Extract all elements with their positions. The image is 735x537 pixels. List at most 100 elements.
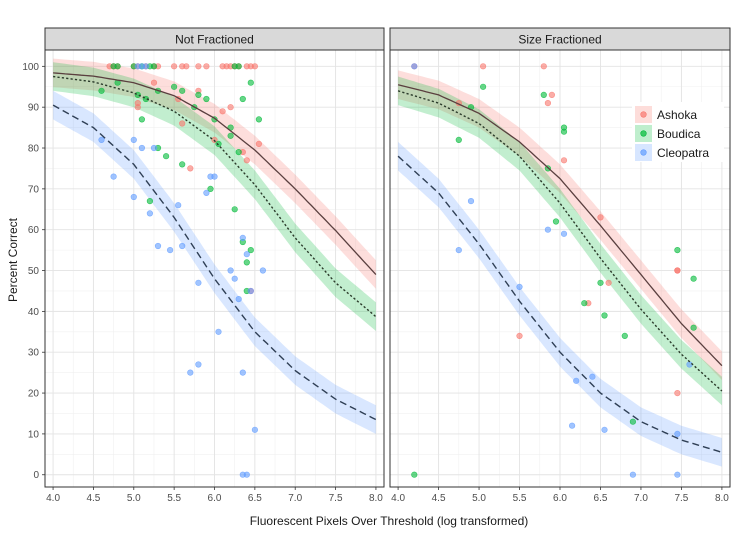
data-point-ashoka [134, 104, 141, 111]
legend-label-ashoka: Ashoka [657, 108, 697, 122]
data-point-cleopatra [138, 144, 145, 152]
x-tick-label: 5.5 [513, 493, 527, 504]
legend-label-boudica: Boudica [657, 127, 701, 141]
confidence-band-boudica [398, 76, 722, 406]
data-point-boudica [690, 324, 697, 331]
data-point-cleopatra [175, 202, 182, 209]
facet-strip [389, 27, 731, 51]
data-point-cleopatra [411, 63, 418, 70]
data-point-boudica [597, 279, 604, 286]
facet-strip [44, 27, 385, 51]
data-point-cleopatra [195, 279, 202, 286]
fit-line-boudica [52, 75, 377, 318]
data-point-ashoka [255, 140, 263, 147]
data-point-cleopatra [455, 247, 462, 254]
data-point-cleopatra [98, 136, 105, 143]
data-point-boudica [540, 91, 547, 98]
data-point-ashoka [544, 99, 552, 107]
data-point-cleopatra [231, 275, 238, 282]
data-point-boudica [207, 185, 214, 192]
data-point-boudica [235, 63, 242, 70]
fit-line-cleopatra [397, 155, 723, 453]
y-tick-label: 90 [28, 103, 40, 114]
data-point-boudica [146, 198, 153, 205]
fit-line-ashoka [397, 84, 723, 367]
data-point-cleopatra [227, 267, 234, 274]
legend-marker-cleopatra [640, 149, 647, 156]
data-point-ashoka [251, 63, 258, 70]
x-tick-label: 6.5 [594, 493, 608, 504]
data-point-boudica [114, 63, 121, 70]
panel-not-fractioned: 4.0 4.5 5.0 5.5 6.0 6.5 7.0 7.5 8.0 0 10 20 30 40 50 60… [22, 27, 385, 504]
y-tick-label: 20 [28, 389, 40, 400]
data-point-cleopatra [589, 373, 596, 380]
data-point-boudica [690, 275, 697, 282]
data-point-boudica [163, 153, 170, 160]
panel-size-fractioned: 4.0 4.5 5.0 5.5 6.0 6.5 7.0 7.5 8.0 Size Fraction… [389, 27, 731, 504]
data-point-boudica [674, 247, 681, 254]
data-point-boudica [215, 140, 222, 147]
data-point-boudica [150, 63, 158, 70]
data-point-ashoka [516, 332, 523, 340]
data-point-cleopatra [150, 144, 158, 152]
x-tick-label: 5.0 [127, 493, 141, 504]
data-point-cleopatra [573, 377, 580, 384]
data-point-boudica [227, 132, 234, 139]
confidence-band-ashoka [53, 58, 376, 289]
legend-background [632, 102, 724, 162]
data-point-cleopatra [154, 242, 162, 250]
x-tick-label: 6.5 [248, 493, 262, 504]
data-point-cleopatra [211, 173, 218, 180]
legend: Ashoka Boudica Cleopatra [632, 102, 724, 162]
data-point-cleopatra [560, 230, 568, 237]
data-point-cleopatra [259, 267, 267, 274]
data-point-ashoka [150, 79, 158, 86]
x-tick-label: 8.0 [369, 493, 383, 504]
data-point-cleopatra [247, 287, 254, 295]
data-point-cleopatra [601, 426, 608, 433]
confidence-band-cleopatra [53, 90, 376, 434]
data-point-ashoka [183, 63, 190, 70]
x-tick-label: 4.0 [46, 493, 60, 504]
data-point-ashoka [195, 63, 202, 70]
data-point-boudica [255, 116, 263, 123]
data-point-cleopatra [467, 198, 475, 205]
x-tick-label: 4.5 [432, 493, 446, 504]
data-point-ashoka [674, 390, 681, 397]
data-point-cleopatra [239, 234, 246, 241]
data-point-ashoka [597, 214, 604, 221]
fit-line-ashoka [53, 72, 377, 276]
data-point-cleopatra [686, 361, 693, 368]
data-point-ashoka [227, 104, 234, 111]
data-point-boudica [235, 149, 242, 156]
data-point-cleopatra [203, 189, 210, 196]
data-point-boudica [621, 332, 628, 340]
x-tick-label: 5.0 [472, 493, 486, 504]
data-point-ashoka [187, 165, 194, 172]
x-tick-label: 8.0 [715, 493, 729, 504]
data-point-ashoka [605, 279, 612, 286]
data-point-ashoka [674, 267, 681, 274]
data-point-cleopatra [243, 251, 250, 258]
data-point-boudica [601, 312, 608, 319]
data-point-boudica [138, 116, 145, 123]
facet-title: Size Fractioned [518, 33, 601, 47]
x-tick-label: 4.0 [391, 493, 405, 504]
data-point-boudica [231, 206, 238, 213]
x-axis-title: Fluorescent Pixels Over Threshold (log t… [250, 514, 529, 528]
legend-marker-ashoka [640, 111, 647, 118]
data-point-boudica [480, 83, 487, 90]
data-point-boudica [179, 161, 186, 168]
data-point-ashoka [203, 63, 210, 70]
data-point-cleopatra [167, 247, 174, 254]
y-tick-label: 60 [28, 225, 40, 236]
data-point-cleopatra [674, 430, 681, 438]
data-point-cleopatra [674, 471, 681, 478]
data-point-cleopatra [187, 369, 194, 376]
data-point-cleopatra [516, 283, 523, 291]
fit-line-boudica [397, 90, 723, 392]
y-tick-label: 40 [28, 307, 40, 318]
y-tick-label: 80 [28, 144, 40, 155]
data-point-boudica [247, 247, 254, 254]
